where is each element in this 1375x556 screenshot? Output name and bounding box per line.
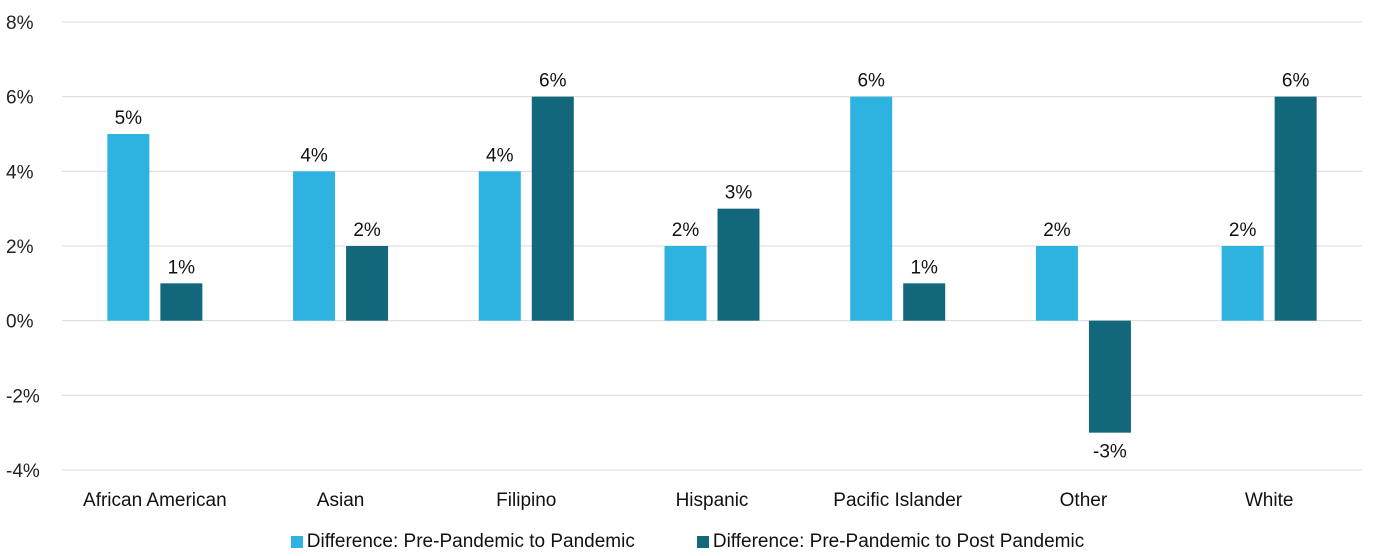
data-label: 3% — [725, 183, 753, 204]
bar-series-1 — [1035, 246, 1078, 321]
data-label: 4% — [300, 145, 328, 166]
category-label: Filipino — [496, 490, 556, 511]
bar-series-2 — [531, 96, 574, 321]
category-label: Hispanic — [676, 490, 749, 511]
bar-series-1 — [293, 171, 336, 321]
data-label: 2% — [672, 220, 700, 241]
bar-series-2 — [1274, 96, 1317, 321]
y-tick-label: 0% — [6, 312, 34, 333]
data-label: 6% — [857, 71, 885, 92]
legend-item-series-2: Difference: Pre-Pandemic to Post Pandemi… — [696, 530, 1085, 553]
category-label: Asian — [317, 490, 365, 511]
bar-series-2 — [346, 246, 389, 321]
bar-series-2 — [1088, 320, 1131, 433]
y-tick-label: -2% — [6, 386, 40, 407]
bar-series-2 — [717, 208, 760, 321]
bar-series-1 — [1221, 246, 1264, 321]
bar-series-1 — [107, 134, 150, 321]
bars — [107, 96, 1317, 433]
data-label: 2% — [1043, 220, 1071, 241]
data-labels: 5% 1% 4% 2% 4% 6% 2% 3% 6% 1% 2% -3% 2% 6% — [115, 71, 1310, 463]
data-label: -3% — [1093, 442, 1127, 463]
bar-series-1 — [478, 171, 521, 321]
bar-series-1 — [850, 96, 893, 321]
gridlines — [62, 21, 1362, 471]
legend-swatch-series-2 — [696, 535, 709, 548]
bar-series-2 — [160, 283, 203, 321]
y-tick-label: 4% — [6, 162, 34, 183]
data-label: 1% — [168, 257, 196, 278]
data-label: 4% — [486, 145, 514, 166]
data-label: 2% — [353, 220, 381, 241]
x-axis-category-labels: African American Asian Filipino Hispanic Pac… — [83, 490, 1293, 511]
legend-swatch-series-1 — [290, 535, 303, 548]
legend-label-series-1: Difference: Pre-Pandemic to Pandemic — [306, 530, 635, 552]
category-label: White — [1245, 490, 1294, 511]
y-tick-label: 6% — [6, 88, 34, 109]
bar-series-1 — [664, 246, 707, 321]
legend-label-series-2: Difference: Pre-Pandemic to Post Pandemi… — [712, 530, 1085, 552]
y-tick-label: -4% — [6, 461, 40, 482]
data-label: 1% — [910, 257, 938, 278]
category-label: Pacific Islander — [833, 490, 963, 511]
category-label: African American — [83, 490, 227, 511]
y-axis-tick-labels: 8% 6% 4% 2% 0% -2% -4% — [6, 13, 40, 482]
bar-series-2 — [903, 283, 946, 321]
data-label: 5% — [115, 108, 143, 129]
data-label: 2% — [1229, 220, 1257, 241]
data-label: 6% — [539, 71, 567, 92]
legend: Difference: Pre-Pandemic to Pandemic Dif… — [0, 527, 1375, 556]
data-label: 6% — [1282, 71, 1310, 92]
y-tick-label: 8% — [6, 13, 34, 34]
y-tick-label: 2% — [6, 237, 34, 258]
legend-item-series-1: Difference: Pre-Pandemic to Pandemic — [290, 530, 635, 553]
category-label: Other — [1060, 490, 1108, 511]
bar-chart: 8% 6% 4% 2% 0% -2% -4% 5% 1% 4% 2% 4% 6% 2% 3% 6% 1% 2% -… — [6, 13, 1362, 511]
